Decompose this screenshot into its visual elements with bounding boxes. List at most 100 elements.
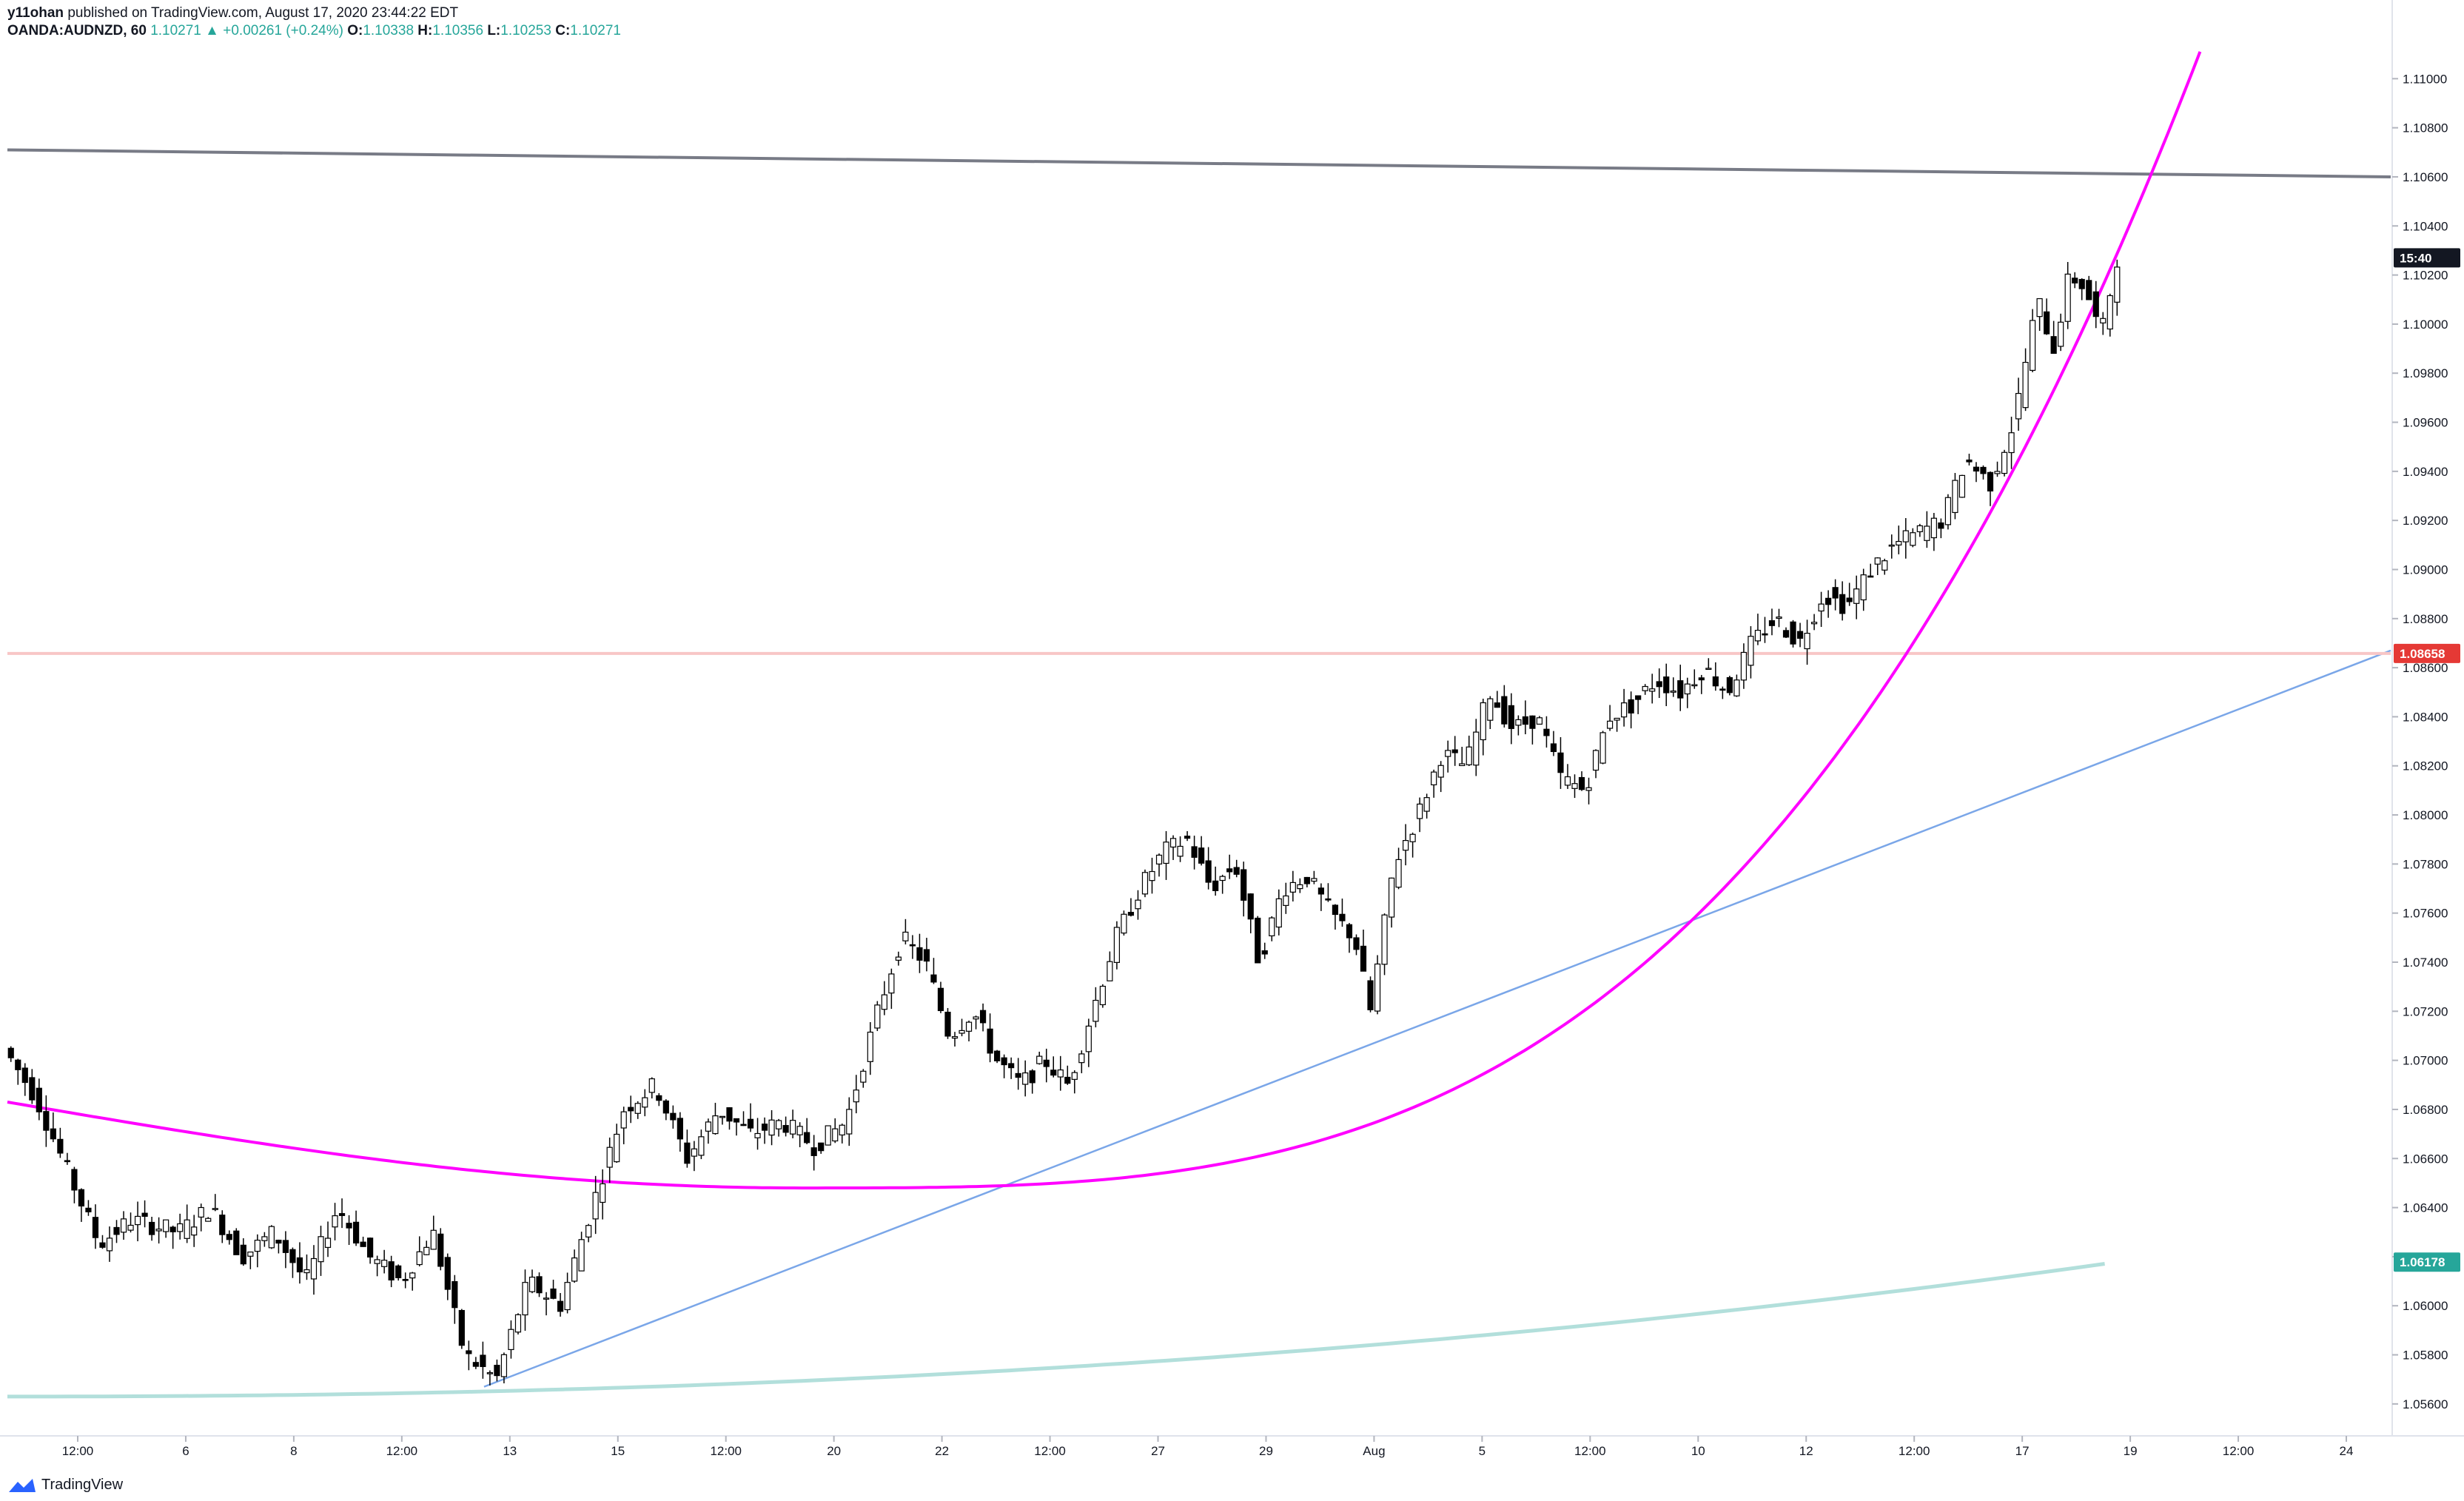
- chart-header: y11ohan published on TradingView.com, Au…: [7, 4, 621, 40]
- candle-body: [1508, 705, 1514, 729]
- candle-body: [1099, 985, 1106, 1006]
- author-name[interactable]: y11ohan: [7, 5, 64, 21]
- candle-body: [620, 1111, 627, 1129]
- candle-body: [1043, 1059, 1050, 1067]
- candle-body: [1839, 594, 1846, 614]
- price-tag-label: 1.08658: [2400, 647, 2445, 661]
- candle-body: [662, 1100, 669, 1114]
- candle-body: [78, 1189, 85, 1207]
- candle-body: [1494, 702, 1500, 708]
- price-tick-label: 1.06600: [2403, 1152, 2448, 1166]
- candle-body: [1846, 597, 1853, 602]
- candle-body: [1719, 688, 1726, 691]
- candle-body: [1930, 517, 1937, 539]
- tradingview-footer[interactable]: TradingView: [7, 1477, 123, 1494]
- candle-body: [1782, 630, 1790, 638]
- candle-body: [747, 1118, 754, 1129]
- candle-body: [352, 1221, 360, 1244]
- candle-body: [1564, 776, 1571, 786]
- price-tick-label: 1.10600: [2403, 170, 2448, 184]
- candle-body: [1135, 899, 1141, 910]
- candle-body: [2008, 432, 2015, 454]
- time-tick-label: 13: [503, 1444, 517, 1458]
- candle-body: [895, 956, 902, 961]
- candle-body: [134, 1215, 141, 1226]
- candle-body: [1916, 525, 1923, 533]
- candle-body: [1036, 1055, 1043, 1064]
- candle-body: [1924, 525, 1930, 541]
- price-tick-label: 1.05600: [2403, 1397, 2448, 1411]
- candle-body: [1522, 716, 1528, 725]
- candle-body: [810, 1147, 817, 1156]
- candle-body: [423, 1246, 430, 1255]
- candle-body: [303, 1269, 310, 1274]
- time-tick-label: 24: [2340, 1444, 2354, 1458]
- candle-body: [902, 931, 909, 941]
- last-price: 1.10271: [150, 23, 201, 38]
- time-axis[interactable]: 12:00 6 8 12:00 13 15 12:00 20 22 12:00 27 29 Aug 5 12…: [0, 1435, 2464, 1458]
- candle-body: [670, 1112, 677, 1121]
- candle-body: [677, 1118, 683, 1140]
- candle-body: [1776, 617, 1782, 619]
- candle-body: [1501, 696, 1508, 725]
- blue-trendline: [483, 649, 2391, 1388]
- candle-body: [1205, 860, 1212, 883]
- candle-body: [1092, 999, 1099, 1022]
- candle-body: [233, 1230, 240, 1255]
- candle-body: [1810, 622, 1818, 625]
- candle-body: [1403, 840, 1409, 851]
- candle-body: [1233, 867, 1240, 875]
- price-tick-label: 1.09800: [2403, 366, 2448, 380]
- time-tick-label: 12: [1799, 1444, 1813, 1458]
- open-value: 1.10338: [363, 23, 414, 38]
- candle-body: [1050, 1069, 1057, 1076]
- candle-body: [1740, 651, 1748, 681]
- candle-body: [1325, 898, 1332, 901]
- candle-body: [282, 1240, 289, 1253]
- candle-body: [684, 1142, 691, 1164]
- candle-body: [1085, 1025, 1092, 1052]
- price-tag-label: 1.06178: [2400, 1255, 2445, 1269]
- candle-body: [832, 1128, 839, 1142]
- candle-body: [2050, 336, 2057, 355]
- candle-body: [1275, 898, 1282, 928]
- drawing-layer: [7, 51, 2391, 1399]
- candle-body: [92, 1217, 99, 1238]
- symbol-label[interactable]: OANDA:AUDNZD, 60: [7, 23, 147, 38]
- candle-body: [987, 1028, 993, 1054]
- candle-body: [600, 1183, 606, 1203]
- price-axis[interactable]: 1.11000 1.10800 1.10600 1.10400 1.10200 1.100…: [2391, 0, 2448, 1436]
- candle-body: [846, 1109, 853, 1135]
- candle-body: [289, 1249, 296, 1263]
- tradingview-logo-icon: [9, 1478, 36, 1492]
- candle-body: [2107, 295, 2113, 330]
- price-tick-label: 1.07800: [2403, 857, 2448, 871]
- price-tick-label: 1.07600: [2403, 907, 2448, 921]
- candle-body: [1346, 924, 1353, 938]
- candle-body: [85, 1207, 92, 1212]
- candle-body: [853, 1089, 859, 1103]
- candle-body: [705, 1121, 712, 1132]
- candle-body: [1332, 904, 1339, 916]
- candle-body: [804, 1132, 810, 1144]
- price-tick-label: 1.07400: [2403, 956, 2448, 970]
- ohlc-legend: OANDA:AUDNZD, 60 1.10271 ▲ +0.00261 (+0.…: [7, 22, 621, 40]
- price-tick-label: 1.08800: [2403, 612, 2448, 626]
- publish-info: published on TradingView.com, August 17,…: [67, 5, 459, 21]
- candle-body: [1888, 544, 1895, 547]
- candle-body: [648, 1078, 655, 1093]
- candle-body: [1388, 877, 1395, 918]
- candle-body: [1606, 720, 1614, 729]
- candle-body: [1621, 702, 1628, 718]
- candle-body: [127, 1224, 134, 1231]
- candle-body: [1881, 560, 1888, 571]
- candle-body: [106, 1238, 113, 1252]
- candle-body: [466, 1350, 472, 1354]
- candle-body: [1487, 698, 1494, 721]
- candle-body: [782, 1125, 789, 1133]
- candle-body: [2001, 451, 2008, 474]
- candle-body: [1966, 459, 1973, 463]
- candle-body: [860, 1070, 867, 1083]
- candle-body: [1353, 937, 1360, 950]
